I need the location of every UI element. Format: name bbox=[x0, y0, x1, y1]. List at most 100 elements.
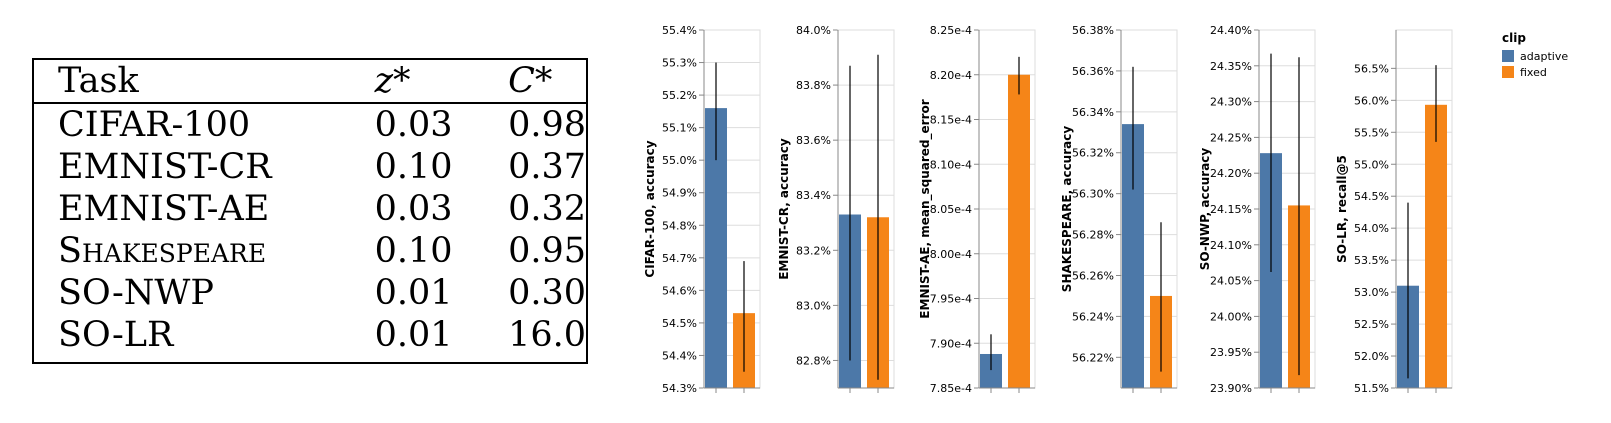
y-tick-label: 8.10e-4 bbox=[930, 158, 972, 171]
chart-4: 56.22% 56.24% 56.26% 56.28% 56.30% 56.32% 56.3… bbox=[1060, 24, 1178, 393]
y-tick-label: 23.90% bbox=[1210, 382, 1252, 395]
y-tick-label: 56.0% bbox=[1354, 94, 1389, 107]
y-tick-label: 56.5% bbox=[1354, 62, 1389, 75]
y-tick-label: 54.0% bbox=[1354, 222, 1389, 235]
legend-swatch-fixed bbox=[1502, 66, 1514, 78]
c-cell: 0.95 bbox=[508, 231, 586, 271]
y-tick-label: 56.26% bbox=[1072, 269, 1114, 282]
bar-adaptive bbox=[705, 108, 727, 388]
chart-3: 7.85e-4 7.90e-4 7.95e-4 8.00e-4 8.05e-4 8.10e… bbox=[918, 24, 1036, 395]
y-axis-label: SO-NWP, accuracy bbox=[1198, 148, 1212, 271]
y-tick-label: 54.6% bbox=[662, 284, 697, 297]
y-tick-label: 54.4% bbox=[662, 349, 697, 362]
chart-2: 82.8% 83.0% 83.2% 83.4% 83.6% 83.8% 84.0% EMNIS… bbox=[777, 24, 895, 393]
chart-5: 23.90% 23.95% 24.00% 24.05% 24.10% 24.15% 24.2… bbox=[1198, 24, 1316, 395]
y-tick-label: 56.30% bbox=[1072, 188, 1114, 201]
y-tick-label: 24.40% bbox=[1210, 24, 1252, 37]
table-row: CIFAR-100 0.03 0.98 bbox=[34, 103, 586, 146]
y-tick-label: 23.95% bbox=[1210, 346, 1252, 359]
c-cell: 16.0 bbox=[508, 315, 586, 355]
y-tick-label: 56.32% bbox=[1072, 147, 1114, 160]
y-tick-label: 8.20e-4 bbox=[930, 69, 972, 82]
legend: clip adaptive fixed bbox=[1502, 31, 1568, 79]
y-tick-label: 83.8% bbox=[796, 79, 831, 92]
task-cell: EMNIST-CR bbox=[58, 147, 272, 187]
y-tick-label: 24.20% bbox=[1210, 167, 1252, 180]
y-tick-label: 7.85e-4 bbox=[930, 382, 972, 395]
chart-1: 54.3% 54.4% 54.5% 54.6% 54.7% 54.8% 54.9% 55.0%… bbox=[643, 24, 761, 395]
y-tick-label: 84.0% bbox=[796, 24, 831, 37]
table-row: SO-LR 0.01 16.0 bbox=[34, 314, 586, 356]
y-tick-label: 56.36% bbox=[1072, 65, 1114, 78]
y-axis-label: SHAKESPEARE, accuracy bbox=[1060, 126, 1074, 293]
y-tick-label: 56.24% bbox=[1072, 310, 1114, 323]
chart-6: 51.5% 52.0% 52.5% 53.0% 53.5% 54.0% 54.5% 55.0%… bbox=[1335, 29, 1453, 395]
y-tick-label: 82.8% bbox=[796, 354, 831, 367]
y-tick-label: 8.25e-4 bbox=[930, 24, 972, 37]
y-tick-label: 8.00e-4 bbox=[930, 248, 972, 261]
results-table: Task z* C* CIFAR-100 0.03 0.98 EMNIST-CR… bbox=[32, 58, 588, 364]
y-tick-label: 55.3% bbox=[662, 57, 697, 70]
table-row: EMNIST-AE 0.03 0.32 bbox=[34, 188, 586, 230]
c-cell: 0.30 bbox=[508, 273, 586, 313]
y-tick-label: 8.05e-4 bbox=[930, 203, 972, 216]
y-tick-label: 56.34% bbox=[1072, 106, 1114, 119]
bar-fixed bbox=[1425, 104, 1447, 389]
y-tick-label: 7.90e-4 bbox=[930, 337, 972, 350]
y-tick-label: 24.30% bbox=[1210, 96, 1252, 109]
y-tick-label: 54.3% bbox=[662, 382, 697, 395]
bar-adaptive bbox=[1122, 124, 1144, 389]
y-tick-label: 53.0% bbox=[1354, 286, 1389, 299]
table-row: SO-NWP 0.01 0.30 bbox=[34, 272, 586, 314]
y-tick-label: 55.2% bbox=[662, 89, 697, 102]
z-cell: 0.03 bbox=[374, 105, 453, 145]
y-tick-label: 54.8% bbox=[662, 219, 697, 232]
y-tick-label: 55.4% bbox=[662, 24, 697, 37]
z-cell: 0.10 bbox=[374, 147, 453, 187]
y-tick-label: 56.22% bbox=[1072, 351, 1114, 364]
z-cell: 0.01 bbox=[374, 273, 453, 313]
y-tick-label: 55.0% bbox=[1354, 158, 1389, 171]
z-cell: 0.03 bbox=[374, 189, 453, 229]
y-axis-label: EMNIST-CR, accuracy bbox=[777, 138, 791, 280]
y-tick-label: 24.15% bbox=[1210, 203, 1252, 216]
y-tick-label: 24.00% bbox=[1210, 310, 1252, 323]
table-row: Shakespeare 0.10 0.95 bbox=[34, 230, 586, 272]
z-cell: 0.10 bbox=[374, 231, 453, 271]
y-tick-label: 52.0% bbox=[1354, 350, 1389, 363]
y-tick-label: 52.5% bbox=[1354, 318, 1389, 331]
task-cell: SO-LR bbox=[58, 315, 174, 355]
z-cell: 0.01 bbox=[374, 315, 453, 355]
y-tick-label: 24.05% bbox=[1210, 275, 1252, 288]
task-cell: EMNIST-AE bbox=[58, 189, 270, 229]
y-tick-label: 55.0% bbox=[662, 154, 697, 167]
y-tick-label: 83.4% bbox=[796, 189, 831, 202]
y-tick-label: 83.2% bbox=[796, 244, 831, 257]
y-tick-label: 54.5% bbox=[662, 317, 697, 330]
legend-label-adaptive: adaptive bbox=[1520, 50, 1568, 63]
bar-adaptive bbox=[980, 353, 1002, 388]
header-task: Task bbox=[58, 61, 139, 101]
y-tick-label: 53.5% bbox=[1354, 254, 1389, 267]
legend-title: clip bbox=[1502, 31, 1526, 45]
task-cell: SO-NWP bbox=[58, 273, 214, 313]
legend-label-fixed: fixed bbox=[1520, 66, 1547, 79]
y-tick-label: 54.7% bbox=[662, 252, 697, 265]
y-tick-label: 56.38% bbox=[1072, 24, 1114, 37]
y-tick-label: 7.95e-4 bbox=[930, 293, 972, 306]
c-cell: 0.32 bbox=[508, 189, 586, 229]
y-tick-label: 55.1% bbox=[662, 122, 697, 135]
y-tick-label: 51.5% bbox=[1354, 382, 1389, 395]
c-cell: 0.37 bbox=[508, 147, 586, 187]
header-z: z* bbox=[374, 61, 411, 101]
y-tick-label: 55.5% bbox=[1354, 126, 1389, 139]
y-tick-label: 54.5% bbox=[1354, 190, 1389, 203]
y-tick-label: 54.9% bbox=[662, 187, 697, 200]
task-cell: CIFAR-100 bbox=[58, 105, 251, 145]
legend-swatch-adaptive bbox=[1502, 50, 1514, 62]
y-tick-label: 83.6% bbox=[796, 134, 831, 147]
c-cell: 0.98 bbox=[508, 105, 586, 145]
table-row: EMNIST-CR 0.10 0.37 bbox=[34, 146, 586, 188]
y-axis-label: CIFAR-100, accuracy bbox=[643, 140, 657, 277]
